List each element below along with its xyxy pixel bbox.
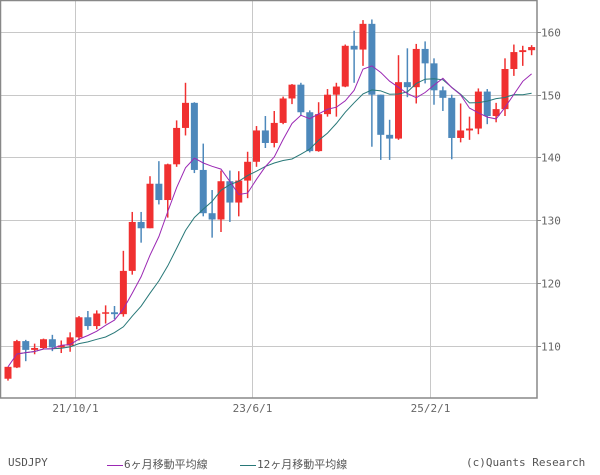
candle-down <box>439 90 447 98</box>
candle-up <box>466 128 473 131</box>
candle-up <box>164 164 172 201</box>
y-tick-label: 140 <box>541 152 561 165</box>
y-tick-label: 150 <box>541 90 561 103</box>
legend-ma12: 12ヶ月移動平均線 <box>240 456 347 472</box>
candle-up <box>93 313 101 327</box>
candle-down <box>226 181 234 203</box>
candle-up <box>288 84 296 99</box>
candle-up <box>182 102 189 128</box>
candle-up <box>253 130 260 162</box>
legend-symbol: USDJPY <box>8 456 48 469</box>
candle-up <box>341 45 349 87</box>
candle-up <box>128 221 136 271</box>
legend-ma12-label: 12ヶ月移動平均線 <box>257 458 348 471</box>
candle-down <box>483 91 491 117</box>
candle-up <box>474 91 482 129</box>
candle-down <box>430 63 438 91</box>
candle-down <box>386 134 394 139</box>
x-tick-label: 23/6/1 <box>233 402 273 415</box>
candle-up <box>146 183 154 229</box>
chart-svg: 110 120 130 140 150 160 21/10/1 23/6/1 25/2/1 <box>0 0 561 415</box>
candle-up <box>235 180 243 203</box>
candle-up <box>412 48 420 88</box>
chart-legend: USDJPY 6ヶ月移動平均線 12ヶ月移動平均線 (c)Quants Rese… <box>0 456 600 474</box>
ma6-line-swatch-icon <box>107 464 123 466</box>
candle-up <box>501 68 509 110</box>
candle-up <box>519 50 527 53</box>
candle-down <box>155 183 163 201</box>
candle-down <box>48 339 56 348</box>
candle-down <box>137 221 145 229</box>
candle-down <box>84 317 92 327</box>
candle-up <box>57 345 65 348</box>
candle-up <box>332 86 340 95</box>
y-tick-label: 130 <box>541 215 561 228</box>
candle-up <box>359 23 367 50</box>
candle-down <box>421 48 429 64</box>
candle-down <box>448 97 456 138</box>
y-tick-label: 120 <box>541 278 561 291</box>
candle-up <box>102 312 110 314</box>
candle-up <box>279 98 287 123</box>
candle-down <box>208 213 216 220</box>
ma6-line <box>7 65 532 368</box>
candle-up <box>315 114 323 152</box>
candle-up <box>528 47 536 51</box>
y-tick-label: 110 <box>541 341 561 354</box>
candle-up <box>324 94 331 115</box>
candle-down <box>350 45 358 50</box>
x-tick-label: 25/2/1 <box>411 402 451 415</box>
candle-up <box>75 317 83 338</box>
candle-up <box>119 270 127 315</box>
ma12-line <box>16 78 532 355</box>
candle-up <box>270 122 278 143</box>
copyright-text: (c)Quants Research <box>466 456 586 469</box>
candle-down <box>190 102 198 170</box>
legend-ma6: 6ヶ月移動平均線 <box>107 456 208 472</box>
candle-up <box>66 337 74 346</box>
candle-down <box>368 23 376 95</box>
candle-down <box>199 169 207 214</box>
candle-up <box>4 366 12 379</box>
candle-up <box>40 339 47 349</box>
candle-up <box>492 109 500 117</box>
legend-ma6-label: 6ヶ月移動平均線 <box>124 458 208 471</box>
candle-down <box>111 312 118 315</box>
y-tick-label: 160 <box>541 27 561 40</box>
candle-up <box>457 130 465 138</box>
candle-up <box>510 52 518 69</box>
candle-down <box>261 130 269 143</box>
candlestick-chart: 110 120 130 140 150 160 21/10/1 23/6/1 25/2/1 <box>0 0 561 415</box>
ma12-line-swatch-icon <box>240 464 256 466</box>
candle-down <box>297 84 305 113</box>
candle-up <box>395 82 402 139</box>
x-tick-label: 21/10/1 <box>52 402 98 415</box>
candle-up <box>217 181 225 220</box>
candle-down <box>377 94 385 135</box>
candle-up <box>244 161 252 181</box>
chart-frame <box>0 0 538 399</box>
candle-up <box>31 348 39 350</box>
candle-down <box>22 341 30 350</box>
candle-up <box>173 127 181 165</box>
candle-down <box>403 82 411 88</box>
candle-down <box>306 112 314 152</box>
